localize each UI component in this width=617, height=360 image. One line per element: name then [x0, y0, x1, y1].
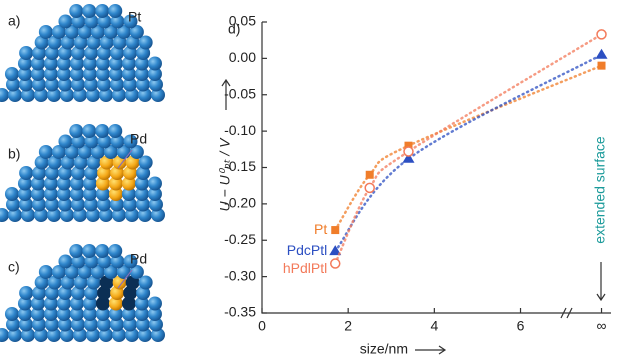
marker: [365, 183, 374, 192]
atom: [82, 4, 96, 18]
atom: [69, 244, 83, 258]
x-tick-label: 6: [517, 318, 525, 334]
atom: [0, 88, 9, 102]
atom: [95, 124, 109, 138]
atom: [19, 166, 33, 180]
x-tick-label: 2: [344, 318, 352, 334]
particles: [0, 4, 165, 342]
atom: [95, 4, 109, 18]
x-tick-label: 4: [430, 318, 438, 334]
y-tick-label: 0.00: [229, 49, 256, 65]
series-label: PdcPtl: [287, 242, 327, 258]
x-axis-label: size/nm: [360, 341, 408, 357]
y-tick-label: -0.15: [224, 158, 256, 174]
atom: [148, 57, 162, 71]
atom: [19, 46, 33, 60]
atom: [39, 265, 53, 279]
y-tick-label: -0.25: [224, 231, 256, 247]
marker: [598, 62, 606, 70]
marker: [404, 147, 413, 156]
x-tick-label: 0: [258, 318, 266, 334]
y-tick-label: -0.05: [224, 85, 256, 101]
atom: [108, 244, 122, 258]
fit-line: [335, 55, 601, 251]
y-tick-label: 0.05: [229, 13, 256, 29]
atom: [5, 187, 19, 201]
y-tick-label: -0.20: [224, 195, 256, 211]
y-tick-label: -0.35: [224, 304, 256, 320]
atom: [82, 124, 96, 138]
atom: [0, 328, 9, 342]
series-label: Pt: [314, 221, 327, 237]
marker: [331, 226, 339, 234]
atom: [108, 4, 122, 18]
fit-line: [335, 66, 601, 230]
x-tick-label: ∞: [597, 318, 607, 334]
atom: [69, 4, 83, 18]
particle-label: Pd: [130, 251, 147, 267]
atom: [19, 286, 33, 300]
atom: [58, 15, 72, 29]
atom: [0, 208, 9, 222]
atom: [95, 244, 109, 258]
fit-line: [335, 34, 601, 263]
atom: [5, 307, 19, 321]
marker: [331, 259, 340, 268]
marker: [597, 30, 606, 39]
atom: [5, 67, 19, 81]
panel-label: a): [8, 13, 20, 29]
marker: [366, 171, 374, 179]
panel-label: c): [8, 259, 20, 275]
atom: [39, 25, 53, 39]
atom: [82, 244, 96, 258]
atom: [148, 297, 162, 311]
panel-label: b): [8, 146, 20, 162]
atom: [58, 135, 72, 149]
particle-label: Pd: [130, 131, 147, 147]
y-tick-label: -0.30: [224, 267, 256, 283]
series-label: hPdlPtl: [283, 260, 327, 276]
atom: [108, 124, 122, 138]
figure: a) b) c) d) Pt Pd Pd U − U⁰ₚₜ / V size/n…: [0, 0, 617, 360]
marker: [596, 49, 608, 59]
annotation-arrow: [597, 262, 605, 300]
particle-label: Pt: [128, 9, 141, 25]
y-tick-label: -0.10: [224, 122, 256, 138]
annotation: extended surface: [592, 136, 608, 244]
axis-arrow: [415, 346, 445, 354]
atom: [148, 177, 162, 191]
atom: [39, 145, 53, 159]
atom: [58, 255, 72, 269]
atom: [69, 124, 83, 138]
